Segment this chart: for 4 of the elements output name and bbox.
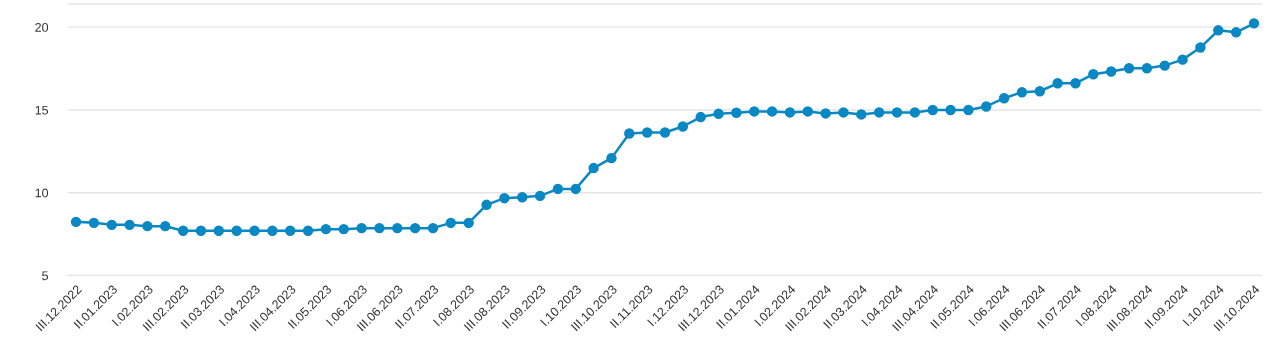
y-tick-label: 5 [42,271,49,281]
y-tick-label: 20 [35,22,49,32]
y-tick-label: 10 [35,188,49,198]
y-tick-label: 15 [35,105,49,115]
